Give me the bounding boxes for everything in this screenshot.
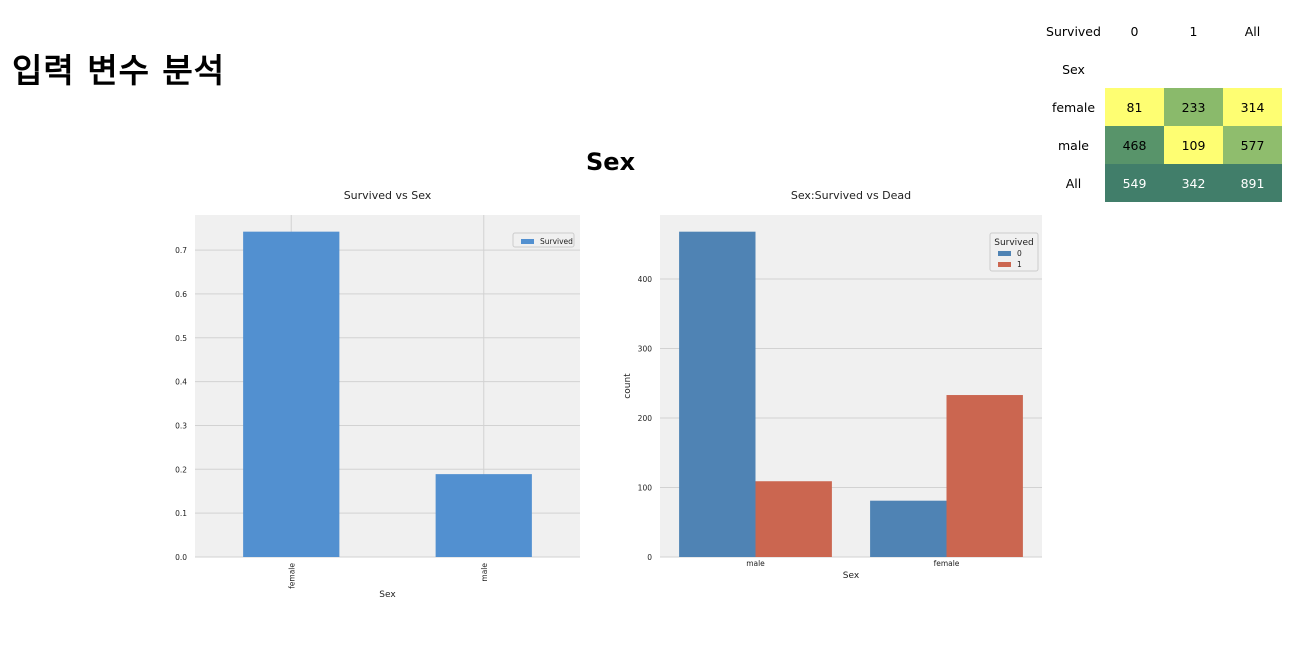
page-title: 입력 변수 분석 xyxy=(12,51,226,90)
bar xyxy=(870,500,947,557)
crosstab-cell: 468 xyxy=(1105,126,1164,164)
y-tick-label: 0.2 xyxy=(175,465,187,474)
y-tick-label: 100 xyxy=(638,483,653,492)
y-tick-label: 0.6 xyxy=(175,290,187,299)
y-tick-label: 0 xyxy=(647,553,652,562)
chart-title: Sex:Survived vs Dead xyxy=(791,189,911,202)
bar xyxy=(946,395,1023,557)
y-axis-label: count xyxy=(623,373,633,399)
y-tick-label: 0.1 xyxy=(175,509,187,518)
legend-swatch xyxy=(998,262,1011,267)
bar xyxy=(243,231,340,557)
legend-box xyxy=(989,232,1039,272)
crosstab-col-header: 1 xyxy=(1189,23,1198,39)
x-tick-label: male xyxy=(480,563,489,582)
crosstab-cell: 81 xyxy=(1105,88,1164,126)
crosstab-table: Survived 0 1 All Sex female 81 233 314 m… xyxy=(1042,12,1282,202)
survived-vs-sex-chart: 0.0 0.1 0.2 0.3 0.4 0.5 0.6 0.7 female male Surviv… xyxy=(175,189,580,600)
crosstab-cell: 577 xyxy=(1223,126,1282,164)
bar xyxy=(755,481,832,557)
crosstab-index-label: Sex xyxy=(1062,61,1085,77)
y-tick-label: 0.0 xyxy=(175,553,187,562)
crosstab-row: female 81 233 314 xyxy=(1042,88,1282,126)
crosstab-header-row: Survived 0 1 All xyxy=(1042,12,1282,50)
chart-title: Survived vs Sex xyxy=(344,189,432,202)
crosstab-cell: 314 xyxy=(1223,88,1282,126)
x-tick-label: male xyxy=(746,559,765,568)
legend-label: 0 xyxy=(1017,249,1022,258)
legend-label: Survived xyxy=(540,237,573,246)
legend-label: 1 xyxy=(1017,260,1022,269)
bar xyxy=(679,231,756,557)
crosstab-cell: 549 xyxy=(1105,164,1164,202)
section-title: Sex xyxy=(586,148,636,176)
legend-title: Survived xyxy=(994,238,1034,248)
crosstab-corner-label: Survived xyxy=(1046,23,1101,39)
y-tick-label: 0.7 xyxy=(175,246,187,255)
crosstab-cell: 891 xyxy=(1223,164,1282,202)
crosstab-index-row: Sex xyxy=(1042,50,1282,88)
y-tick-label: 300 xyxy=(638,344,653,353)
y-tick-label: 0.4 xyxy=(175,378,187,387)
crosstab-cell: 233 xyxy=(1164,88,1223,126)
crosstab-row: male 468 109 577 xyxy=(1042,126,1282,164)
crosstab-col-header: 0 xyxy=(1130,23,1139,39)
crosstab-row-label: female xyxy=(1051,99,1096,115)
x-axis-label: Sex xyxy=(379,590,396,600)
crosstab-row-label: All xyxy=(1065,175,1082,191)
y-tick-label: 0.3 xyxy=(175,421,187,430)
crosstab-row-label: male xyxy=(1058,137,1089,153)
crosstab-row: All 549 342 891 xyxy=(1042,164,1282,202)
legend-swatch xyxy=(998,251,1011,256)
crosstab-cell: 342 xyxy=(1164,164,1223,202)
sex-survived-vs-dead-chart: 0 100 200 300 400 male female Sex:Survived vs D… xyxy=(623,189,1042,581)
x-tick-label: female xyxy=(287,563,296,589)
y-tick-label: 200 xyxy=(638,414,653,423)
legend-swatch xyxy=(521,239,534,244)
bar xyxy=(435,474,532,557)
y-tick-label: 400 xyxy=(638,275,653,284)
crosstab-col-header: All xyxy=(1244,23,1261,39)
x-axis-label: Sex xyxy=(843,571,860,581)
y-tick-label: 0.5 xyxy=(175,334,187,343)
x-tick-label: female xyxy=(934,559,960,568)
crosstab-cell: 109 xyxy=(1164,126,1223,164)
